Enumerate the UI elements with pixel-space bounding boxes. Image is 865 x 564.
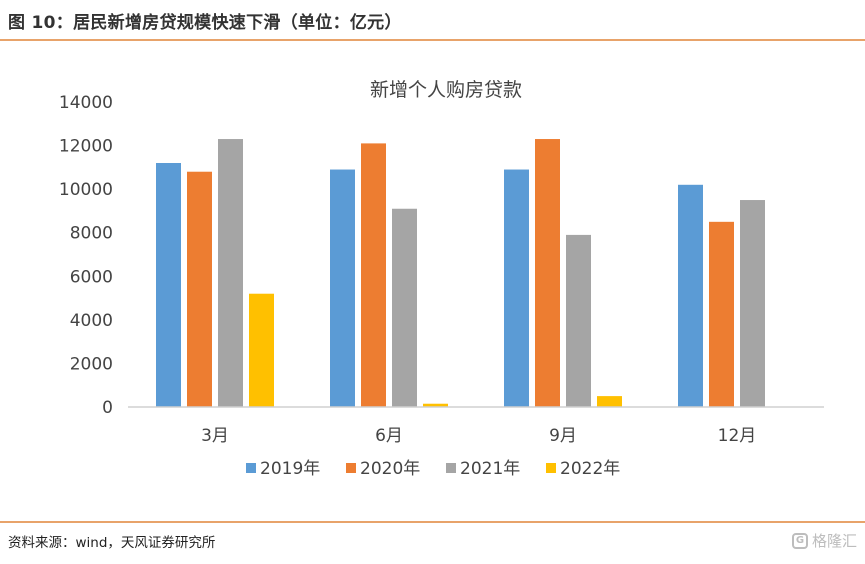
y-tick-label: 4000	[70, 311, 113, 331]
legend-swatch	[546, 463, 556, 473]
bar-2019年-6月	[330, 169, 355, 407]
x-tick-label: 12月	[718, 426, 757, 446]
bar-2021年-3月	[218, 139, 243, 408]
legend-swatch	[246, 463, 256, 473]
bar-chart: 新增个人购房贷款 0 2000 4000 6000 8000 10000 12000 1400…	[59, 79, 824, 479]
legend-label: 2022年	[560, 459, 620, 479]
y-tick-label: 14000	[59, 93, 113, 113]
bottom-divider	[0, 521, 865, 523]
bar-2021年-12月	[740, 200, 765, 407]
y-tick-label: 12000	[59, 137, 113, 157]
bar-2022年-6月	[423, 403, 448, 407]
bar-2020年-12月	[709, 221, 734, 407]
x-tick-label: 6月	[375, 426, 403, 446]
legend-label: 2021年	[460, 459, 520, 479]
bar-2021年-6月	[392, 208, 417, 407]
bar-2020年-6月	[361, 143, 386, 407]
bars	[156, 139, 765, 408]
y-axis-ticks: 0 2000 4000 6000 8000 10000 12000 14000	[59, 93, 113, 418]
top-divider	[0, 39, 865, 41]
source-note: 资料来源：wind，天风证券研究所	[8, 535, 216, 551]
bar-2019年-12月	[678, 184, 703, 407]
legend-swatch	[346, 463, 356, 473]
x-axis-ticks: 3月 6月 9月 12月	[201, 426, 756, 446]
y-tick-label: 8000	[70, 224, 113, 244]
bar-2022年-9月	[597, 396, 622, 407]
watermark-text: 格隆汇	[811, 532, 857, 550]
bar-2019年-9月	[504, 169, 529, 407]
x-tick-label: 3月	[201, 426, 229, 446]
legend: 2019年 2020年 2021年 2022年	[246, 459, 620, 479]
y-tick-label: 0	[102, 398, 113, 418]
bar-2019年-3月	[156, 163, 181, 407]
y-tick-label: 6000	[70, 267, 113, 287]
figure-title: 图 10：居民新增房贷规模快速下滑（单位：亿元）	[8, 13, 402, 33]
bar-2021年-9月	[566, 234, 591, 407]
g-logo-icon: G	[791, 532, 808, 549]
y-tick-label: 10000	[59, 180, 113, 200]
bar-2020年-9月	[535, 139, 560, 408]
bar-2020年-3月	[187, 171, 212, 407]
chart-title: 新增个人购房贷款	[370, 79, 522, 101]
legend-swatch	[446, 463, 456, 473]
legend-label: 2020年	[360, 459, 420, 479]
bar-2022年-3月	[249, 293, 274, 407]
legend-label: 2019年	[260, 459, 320, 479]
y-tick-label: 2000	[70, 354, 113, 374]
x-tick-label: 9月	[549, 426, 577, 446]
watermark: G 格隆汇	[791, 530, 857, 551]
